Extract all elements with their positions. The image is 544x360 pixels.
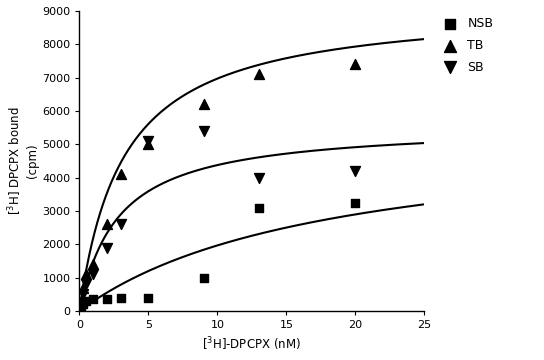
TB [199,102,208,107]
NSB [78,301,87,307]
NSB [199,275,208,280]
Y-axis label: [$^{3}$H] DPCPX bound
(cpm): [$^{3}$H] DPCPX bound (cpm) [7,107,40,215]
TB [255,71,263,77]
TB [351,62,360,67]
SB [351,168,360,174]
TB [103,221,112,227]
NSB [116,295,125,301]
SB [116,221,125,227]
NSB [351,200,360,206]
NSB [103,296,112,302]
TB [116,171,125,177]
NSB [89,296,97,302]
SB [78,291,87,297]
TB [144,141,153,147]
SB [82,281,91,287]
NSB [255,205,263,211]
TB [77,298,85,304]
SB [144,138,153,144]
NSB [144,295,153,301]
SB [89,271,97,277]
SB [103,245,112,251]
TB [82,271,91,277]
Legend: NSB, TB, SB: NSB, TB, SB [437,17,493,74]
SB [255,175,263,180]
SB [77,301,85,307]
NSB [82,298,91,304]
X-axis label: [$^{3}$H]-DPCPX (nM): [$^{3}$H]-DPCPX (nM) [202,336,301,353]
NSB [77,303,85,309]
TB [89,261,97,267]
SB [199,128,208,134]
TB [78,285,87,291]
